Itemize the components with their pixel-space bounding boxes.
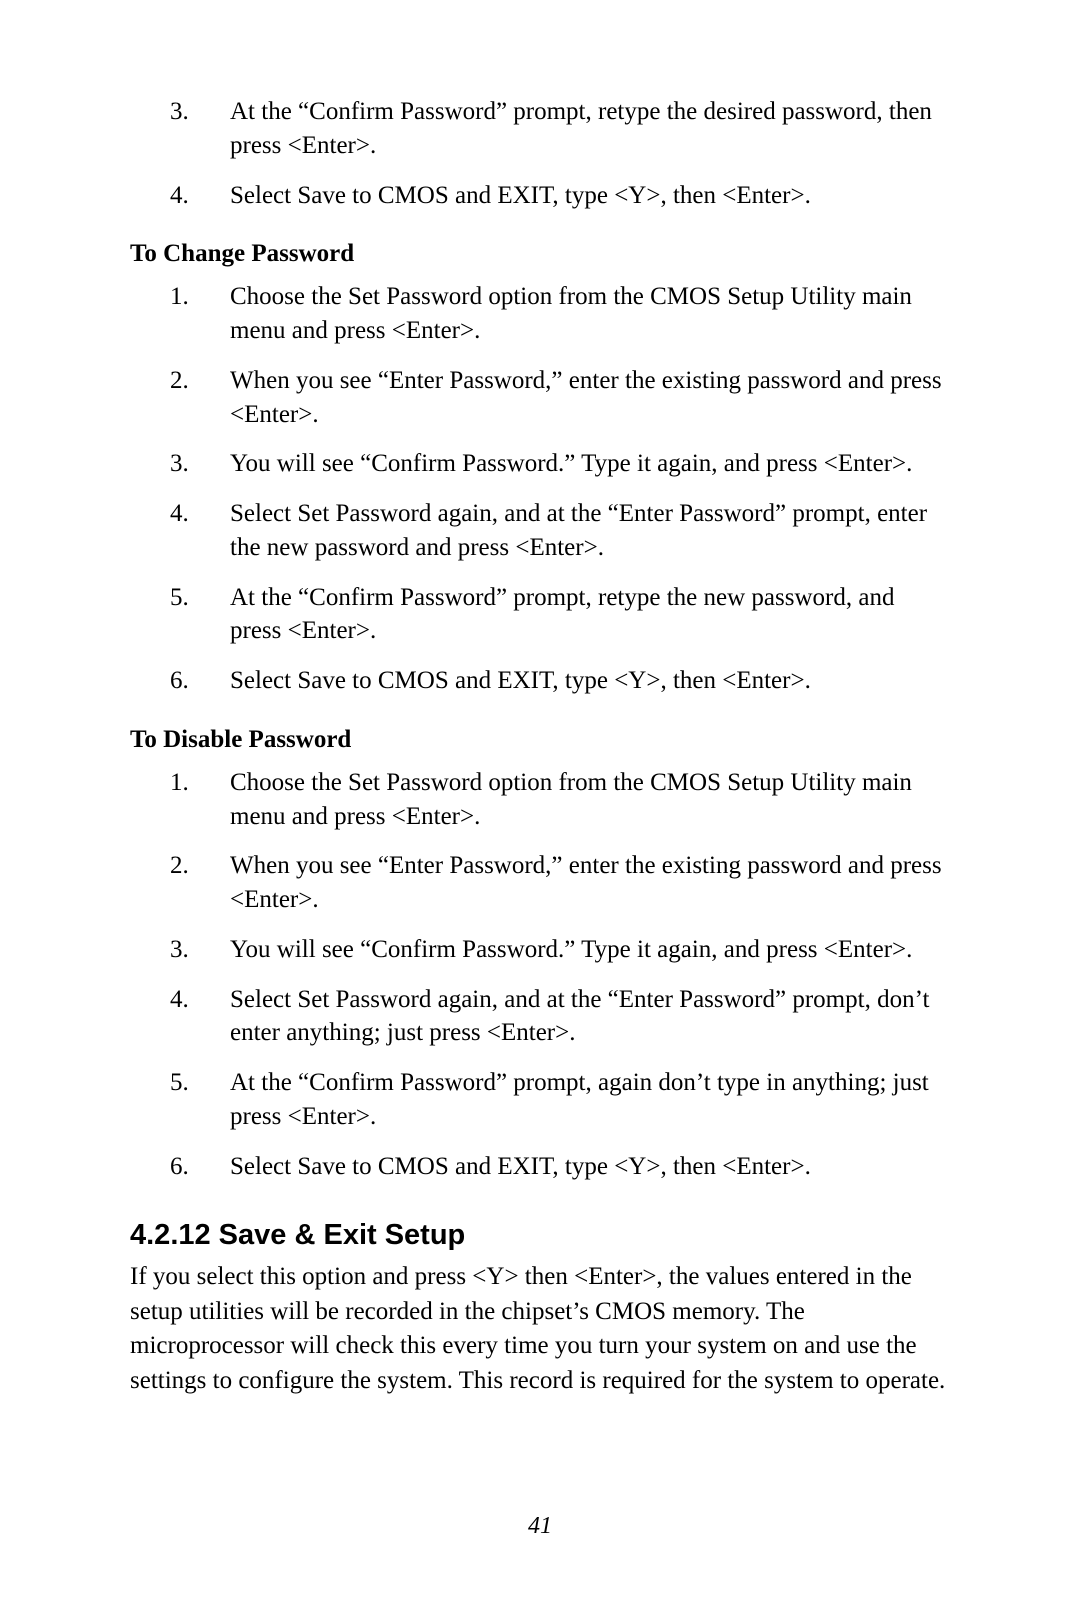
list-number: 1.	[170, 280, 230, 348]
list-text: When you see “Enter Password,” enter the…	[230, 364, 950, 432]
list-number: 4.	[170, 983, 230, 1051]
chapter-body: If you select this option and press <Y> …	[130, 1260, 950, 1398]
list-text: At the “Confirm Password” prompt, again …	[230, 1066, 950, 1134]
list-text: Select Save to CMOS and EXIT, type <Y>, …	[230, 664, 950, 698]
list-number: 6.	[170, 664, 230, 698]
disable-password-list: 1. Choose the Set Password option from t…	[170, 766, 950, 1184]
list-item: 3. At the “Confirm Password” prompt, ret…	[170, 95, 950, 163]
list-item: 1. Choose the Set Password option from t…	[170, 280, 950, 348]
list-number: 4.	[170, 497, 230, 565]
list-number: 2.	[170, 364, 230, 432]
list-text: You will see “Confirm Password.” Type it…	[230, 447, 950, 481]
list-item: 1. Choose the Set Password option from t…	[170, 766, 950, 834]
chapter-heading: 4.2.12 Save & Exit Setup	[130, 1219, 950, 1252]
list-item: 4. Select Save to CMOS and EXIT, type <Y…	[170, 179, 950, 213]
list-item: 4. Select Set Password again, and at the…	[170, 497, 950, 565]
change-password-list: 1. Choose the Set Password option from t…	[170, 280, 950, 698]
list-text: Choose the Set Password option from the …	[230, 766, 950, 834]
list-number: 1.	[170, 766, 230, 834]
list-text: Select Set Password again, and at the “E…	[230, 983, 950, 1051]
list-number: 5.	[170, 1066, 230, 1134]
list-item: 4. Select Set Password again, and at the…	[170, 983, 950, 1051]
list-number: 2.	[170, 849, 230, 917]
list-text: Select Set Password again, and at the “E…	[230, 497, 950, 565]
top-list: 3. At the “Confirm Password” prompt, ret…	[170, 95, 950, 212]
list-text: Select Save to CMOS and EXIT, type <Y>, …	[230, 1150, 950, 1184]
section-heading-change-password: To Change Password	[130, 240, 950, 268]
list-text: At the “Confirm Password” prompt, retype…	[230, 95, 950, 163]
page-content: 3. At the “Confirm Password” prompt, ret…	[130, 95, 950, 1398]
list-number: 4.	[170, 179, 230, 213]
list-text: Choose the Set Password option from the …	[230, 280, 950, 348]
list-item: 3. You will see “Confirm Password.” Type…	[170, 447, 950, 481]
list-number: 3.	[170, 933, 230, 967]
list-text: When you see “Enter Password,” enter the…	[230, 849, 950, 917]
list-item: 6. Select Save to CMOS and EXIT, type <Y…	[170, 664, 950, 698]
list-item: 6. Select Save to CMOS and EXIT, type <Y…	[170, 1150, 950, 1184]
list-item: 2. When you see “Enter Password,” enter …	[170, 849, 950, 917]
list-text: You will see “Confirm Password.” Type it…	[230, 933, 950, 967]
list-number: 6.	[170, 1150, 230, 1184]
list-item: 3. You will see “Confirm Password.” Type…	[170, 933, 950, 967]
list-item: 5. At the “Confirm Password” prompt, aga…	[170, 1066, 950, 1134]
section-heading-disable-password: To Disable Password	[130, 726, 950, 754]
list-number: 3.	[170, 95, 230, 163]
list-item: 5. At the “Confirm Password” prompt, ret…	[170, 581, 950, 649]
list-number: 5.	[170, 581, 230, 649]
page-number: 41	[0, 1513, 1080, 1540]
list-text: Select Save to CMOS and EXIT, type <Y>, …	[230, 179, 950, 213]
list-number: 3.	[170, 447, 230, 481]
list-text: At the “Confirm Password” prompt, retype…	[230, 581, 950, 649]
list-item: 2. When you see “Enter Password,” enter …	[170, 364, 950, 432]
